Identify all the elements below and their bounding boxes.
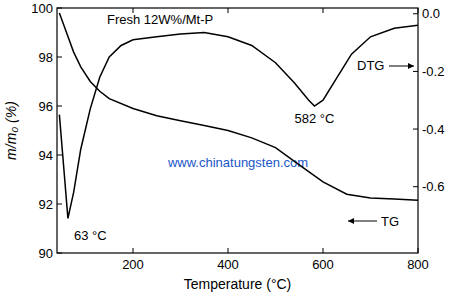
series-group xyxy=(59,13,418,219)
y-tick xyxy=(57,106,62,107)
arrow-head xyxy=(408,63,414,69)
y2-tick xyxy=(413,13,418,14)
y-axis-label: m/m₀ (%) xyxy=(3,101,19,160)
x-tick-label: 200 xyxy=(122,257,144,272)
y-tick-label: 98 xyxy=(39,50,53,65)
x-tick-label: 600 xyxy=(312,257,334,272)
y-tick xyxy=(57,253,62,254)
y-tick xyxy=(57,155,62,156)
y2-tick-label: -0.6 xyxy=(422,179,444,194)
series-line xyxy=(59,25,418,218)
y-tick xyxy=(57,204,62,205)
x-tick xyxy=(133,248,134,253)
x-tick xyxy=(228,8,229,13)
x-axis-label: Temperature (°C) xyxy=(184,276,292,292)
y2-tick xyxy=(413,71,418,72)
y-tick-label: 92 xyxy=(39,197,53,212)
y2-tick xyxy=(413,129,418,130)
series-label: DTG xyxy=(357,58,384,73)
x-tick-label: 800 xyxy=(407,257,429,272)
y-tick-label: 100 xyxy=(31,1,53,16)
x-tick xyxy=(418,8,419,13)
y2-tick-label: -0.2 xyxy=(422,64,444,79)
x-tick xyxy=(323,248,324,253)
chart-title: Fresh 12W%/Mt-P xyxy=(107,12,213,27)
y-tick xyxy=(57,57,62,58)
plot-frame xyxy=(57,8,418,253)
watermark: www.chinatungsten.com xyxy=(167,155,308,170)
x-tick xyxy=(228,248,229,253)
arrow-head xyxy=(348,218,354,224)
x-tick xyxy=(323,8,324,13)
annotation: 63 °C xyxy=(74,228,107,243)
y-tick xyxy=(57,8,62,9)
y-tick-label: 90 xyxy=(39,246,53,261)
y-tick-label: 96 xyxy=(39,99,53,114)
y-tick-label: 94 xyxy=(39,148,53,163)
y2-tick xyxy=(413,186,418,187)
y2-tick-label: 0.0 xyxy=(422,6,440,21)
series-label: TG xyxy=(381,214,399,229)
y2-tick-label: -0.4 xyxy=(422,122,444,137)
chart: 200 400 600 800 90 92 94 96 98 100 0.0 -0.2 -0.4 -0.6… xyxy=(0,0,450,298)
x-tick xyxy=(418,248,419,253)
annotation: 582 °C xyxy=(295,111,335,126)
x-tick-label: 400 xyxy=(217,257,239,272)
